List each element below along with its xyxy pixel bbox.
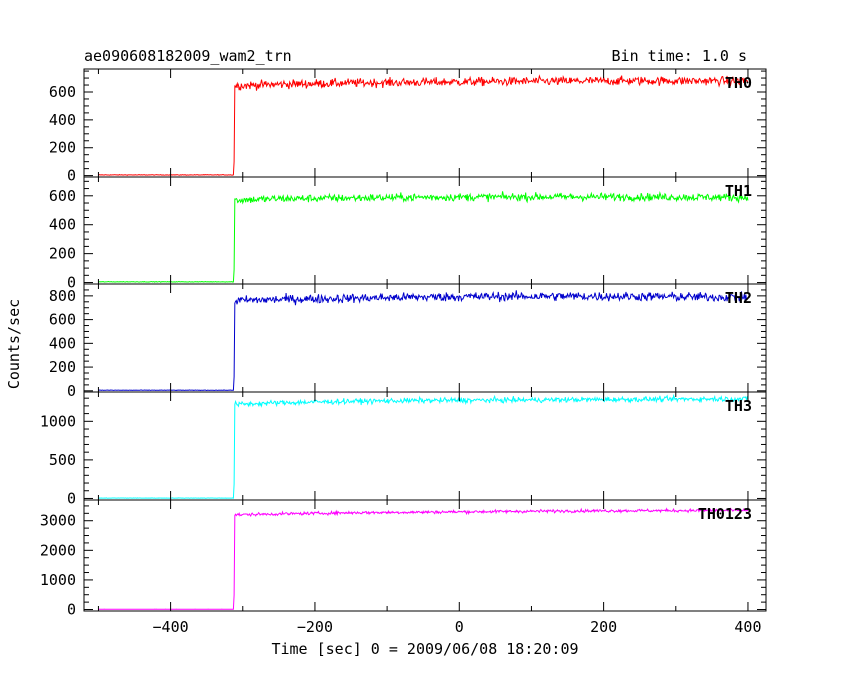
y-tick-label: 600 <box>49 311 76 329</box>
y-tick-label: 400 <box>49 334 76 352</box>
series-line-th0123 <box>98 507 749 610</box>
panel-frame <box>83 176 767 285</box>
x-tick-label: 400 <box>734 618 761 636</box>
y-tick-label: 0 <box>67 167 76 185</box>
series-line-th3 <box>98 393 749 499</box>
panel-th0123: 0 1000 2000 3000 TH0123 <box>40 499 767 619</box>
panel-frame <box>83 499 767 612</box>
x-tick-label: −400 <box>153 618 189 636</box>
panel-frame <box>83 391 767 501</box>
y-tick-label: 600 <box>49 83 76 101</box>
y-axis-title: Counts/sec <box>5 299 23 389</box>
panel-label-th3: TH3 <box>725 397 752 415</box>
chart-title: ae090608182009_wam2_trn <box>84 47 292 65</box>
bin-time-label: Bin time: 1.0 s <box>612 47 747 65</box>
panels-group: 0 200 400 600 TH0 0 200 400 600 TH1 0 200 400 600 800 T… <box>40 68 767 619</box>
panel-th3: 0 500 1000 TH3 <box>40 391 767 507</box>
y-tick-label: 1000 <box>40 571 76 589</box>
x-tick-label: −200 <box>297 618 333 636</box>
panel-label-th2: TH2 <box>725 289 752 307</box>
y-tick-label: 0 <box>67 274 76 292</box>
panel-frame <box>83 283 767 393</box>
y-tick-label: 0 <box>67 601 76 619</box>
panel-label-th0: TH0 <box>725 74 752 92</box>
y-tick-label: 400 <box>49 216 76 234</box>
y-tick-label: 200 <box>49 139 76 157</box>
series-line-th1 <box>98 191 749 283</box>
y-tick-label: 0 <box>67 489 76 507</box>
series-line-th2 <box>98 290 749 392</box>
series-line-th0 <box>98 74 749 176</box>
x-tick-labels: −400 −200 0 200 400 <box>153 618 762 636</box>
y-tick-label: 1000 <box>40 412 76 430</box>
y-tick-label: 500 <box>49 451 76 469</box>
panel-frame <box>83 68 767 178</box>
y-tick-label: 600 <box>49 187 76 205</box>
panel-th1: 0 200 400 600 TH1 <box>49 176 767 292</box>
panel-th0: 0 200 400 600 TH0 <box>49 68 767 185</box>
x-tick-label: 200 <box>590 618 617 636</box>
y-tick-label: 800 <box>49 287 76 305</box>
x-axis-title: Time [sec] 0 = 2009/06/08 18:20:09 <box>271 640 578 658</box>
y-tick-label: 200 <box>49 358 76 376</box>
y-tick-label: 200 <box>49 245 76 263</box>
y-tick-label: 3000 <box>40 512 76 530</box>
y-tick-label: 2000 <box>40 541 76 559</box>
x-tick-label: 0 <box>455 618 464 636</box>
y-tick-label: 400 <box>49 111 76 129</box>
y-tick-label: 0 <box>67 382 76 400</box>
panel-label-th1: TH1 <box>725 182 752 200</box>
panel-th2: 0 200 400 600 800 TH2 <box>49 283 767 400</box>
panel-label-th0123: TH0123 <box>698 505 752 523</box>
